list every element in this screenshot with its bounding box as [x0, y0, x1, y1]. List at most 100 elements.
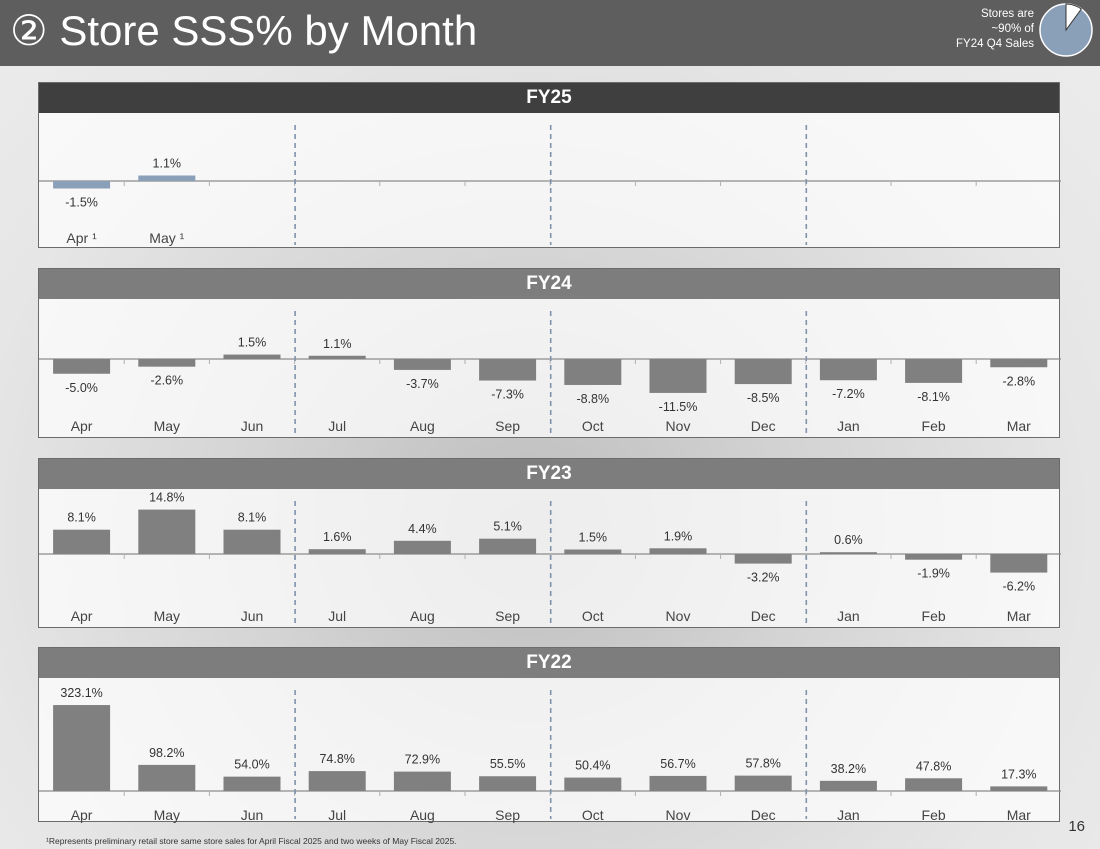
data-label: 1.9% [664, 529, 693, 543]
category-label: Dec [751, 807, 776, 823]
category-label: May [154, 608, 180, 624]
bar [223, 529, 281, 554]
bar [905, 778, 963, 791]
category-label: Oct [582, 807, 604, 823]
fy24-chart: -5.0% -2.6% 1.5% 1.1% -3.7% -7.3% -8.8% -11.5% -… [39, 311, 1061, 435]
data-label: -1.9% [917, 567, 950, 581]
bar [564, 549, 622, 554]
data-label: -7.2% [832, 387, 865, 401]
data-label: 47.8% [916, 759, 951, 773]
data-label: 72.9% [405, 753, 440, 767]
bar [649, 359, 707, 393]
category-label: Sep [495, 608, 520, 624]
data-label: -8.1% [917, 390, 950, 404]
fy22-panel: FY22 323.1% 98.2% 54.0% 74.8% 72.9% 55.5% 50.4… [38, 647, 1061, 823]
bar [819, 552, 877, 554]
category-label: Jul [328, 418, 346, 434]
bar [393, 771, 451, 791]
data-label: -5.0% [65, 381, 98, 395]
data-label: 1.5% [579, 531, 608, 545]
data-label: 54.0% [234, 758, 269, 772]
bar [53, 181, 111, 189]
bar [479, 776, 537, 791]
data-label: 1.6% [323, 530, 352, 544]
category-label: Nov [666, 807, 691, 823]
bar [308, 549, 366, 554]
fy23-chart: 8.1% 14.8% 8.1% 1.6% 4.4% 5.1% 1.5% 1.9% -3.2% 0.… [39, 491, 1061, 625]
bar [138, 175, 196, 181]
bar [393, 359, 451, 370]
category-label: Mar [1007, 418, 1031, 434]
bar [479, 538, 537, 554]
bar [990, 359, 1048, 368]
bar [734, 359, 792, 385]
page-number: 16 [1068, 818, 1085, 835]
fy25-panel: FY25 -1.5% 1.1% Apr ¹ May ¹ [38, 82, 1061, 248]
category-label: Apr [71, 608, 93, 624]
bar [223, 354, 281, 359]
note-line-3: FY24 Q4 Sales [956, 38, 1034, 50]
category-label: Jun [241, 608, 264, 624]
category-label: Apr ¹ [66, 230, 97, 246]
data-label: -2.8% [1002, 374, 1035, 388]
category-label: May [154, 418, 180, 434]
fy25-header: FY25 [39, 83, 1059, 113]
bar [905, 359, 963, 383]
category-label: Oct [582, 418, 604, 434]
bar [990, 554, 1048, 573]
data-label: 56.7% [660, 757, 695, 771]
bar [138, 509, 196, 554]
data-label: -1.5% [65, 196, 98, 210]
data-label: 5.1% [493, 520, 521, 534]
bar [53, 705, 111, 791]
bar [819, 780, 877, 791]
data-label: -11.5% [659, 400, 698, 414]
category-label: Dec [751, 418, 776, 434]
category-label: Nov [666, 418, 691, 434]
fy22-header: FY22 [39, 648, 1059, 678]
header-bar [0, 0, 1100, 66]
bar [223, 776, 281, 791]
category-label: Apr [71, 807, 93, 823]
bar [649, 775, 707, 791]
category-label: Aug [410, 807, 435, 823]
data-label: 1.1% [323, 337, 352, 351]
data-label: 50.4% [575, 759, 610, 773]
data-label: 1.1% [153, 157, 182, 171]
bar [819, 359, 877, 381]
category-label: May ¹ [149, 230, 184, 246]
category-label: Feb [922, 418, 946, 434]
bar [734, 775, 792, 791]
data-label: 1.5% [238, 336, 267, 350]
fy22-chart: 323.1% 98.2% 54.0% 74.8% 72.9% 55.5% 50.4% 56.7… [39, 686, 1061, 823]
category-label: Feb [922, 608, 946, 624]
footnote: ¹Represents preliminary retail store sam… [46, 836, 457, 846]
category-label: Jan [837, 418, 860, 434]
bar [479, 359, 537, 381]
fy23-header: FY23 [39, 459, 1059, 489]
category-label: Aug [410, 608, 435, 624]
fy25-chart: -1.5% 1.1% Apr ¹ May ¹ [39, 125, 1061, 246]
page-title: ② Store SSS% by Month [10, 7, 478, 54]
bar [905, 554, 963, 560]
data-label: -6.2% [1002, 580, 1035, 594]
category-label: Oct [582, 608, 604, 624]
bar [308, 355, 366, 359]
data-label: 57.8% [745, 757, 780, 771]
category-label: Jul [328, 608, 346, 624]
category-label: Jun [241, 418, 264, 434]
category-label: Nov [666, 608, 691, 624]
data-label: 323.1% [60, 686, 102, 700]
bar [990, 786, 1048, 791]
data-label: 8.1% [67, 511, 96, 525]
data-label: 14.8% [149, 491, 184, 505]
category-label: Jun [241, 807, 264, 823]
category-label: Feb [922, 807, 946, 823]
data-label: 74.8% [319, 752, 354, 766]
fy23-panel: FY23 8.1% 14.8% 8.1% 1.6% 4.4% 5.1% 1.5% 1.9% -3… [38, 458, 1061, 628]
data-label: 8.1% [238, 511, 267, 525]
fy24-header: FY24 [39, 269, 1059, 299]
bar [138, 359, 196, 367]
bar [138, 764, 196, 791]
category-label: Jan [837, 807, 860, 823]
